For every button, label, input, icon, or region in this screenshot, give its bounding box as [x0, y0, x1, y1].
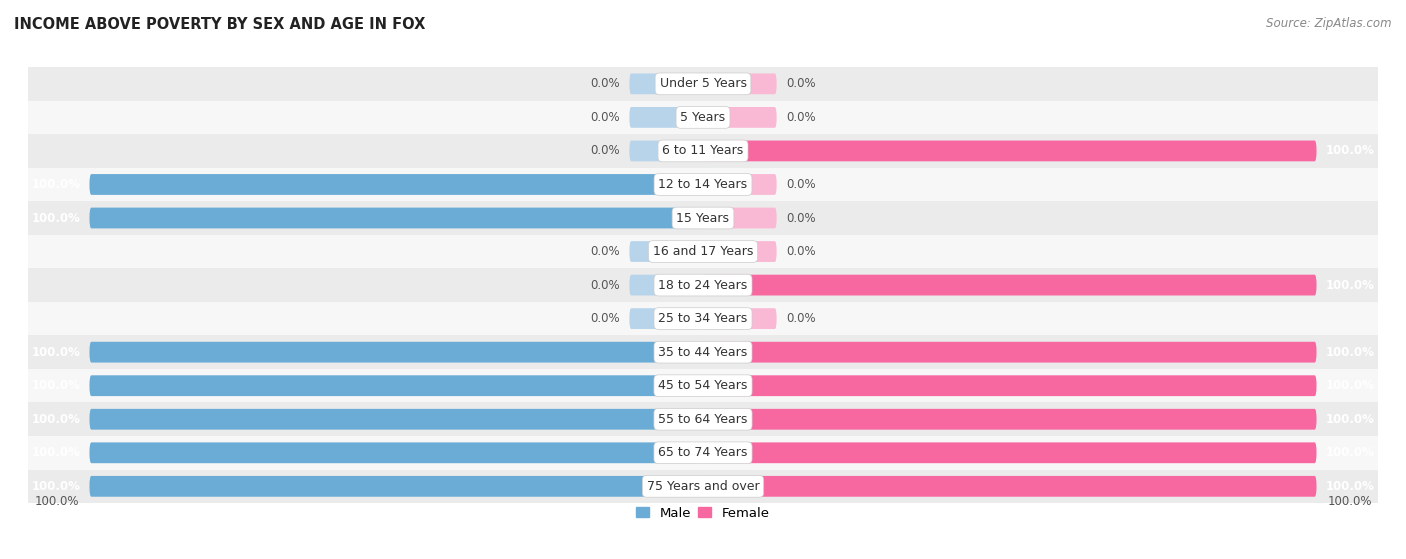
FancyBboxPatch shape	[703, 476, 1316, 497]
FancyBboxPatch shape	[90, 409, 703, 430]
FancyBboxPatch shape	[630, 73, 703, 94]
Text: 0.0%: 0.0%	[591, 312, 620, 325]
Bar	[28, 369, 1378, 402]
FancyBboxPatch shape	[703, 174, 776, 195]
FancyBboxPatch shape	[703, 375, 1316, 396]
Text: 0.0%: 0.0%	[591, 77, 620, 91]
Text: 100.0%: 100.0%	[31, 413, 80, 426]
Legend: Male, Female: Male, Female	[631, 501, 775, 525]
Bar	[28, 101, 1378, 134]
Text: 100.0%: 100.0%	[31, 446, 80, 459]
FancyBboxPatch shape	[90, 442, 703, 463]
Text: 100.0%: 100.0%	[1326, 413, 1375, 426]
Text: 25 to 34 Years: 25 to 34 Years	[658, 312, 748, 325]
FancyBboxPatch shape	[90, 207, 703, 229]
Text: 100.0%: 100.0%	[1326, 446, 1375, 459]
FancyBboxPatch shape	[703, 241, 776, 262]
FancyBboxPatch shape	[703, 207, 776, 229]
FancyBboxPatch shape	[703, 107, 776, 128]
FancyBboxPatch shape	[90, 476, 703, 497]
FancyBboxPatch shape	[703, 140, 1316, 162]
Text: 6 to 11 Years: 6 to 11 Years	[662, 144, 744, 158]
FancyBboxPatch shape	[630, 140, 703, 162]
Text: 0.0%: 0.0%	[786, 178, 815, 191]
Text: 100.0%: 100.0%	[31, 178, 80, 191]
Text: Under 5 Years: Under 5 Years	[659, 77, 747, 91]
Bar	[28, 268, 1378, 302]
Text: 0.0%: 0.0%	[591, 245, 620, 258]
Text: 100.0%: 100.0%	[1326, 278, 1375, 292]
FancyBboxPatch shape	[703, 409, 1316, 430]
Text: 0.0%: 0.0%	[591, 278, 620, 292]
FancyBboxPatch shape	[630, 308, 703, 329]
Bar	[28, 402, 1378, 436]
Text: 0.0%: 0.0%	[591, 111, 620, 124]
Text: 0.0%: 0.0%	[786, 312, 815, 325]
Bar	[28, 302, 1378, 335]
Text: 16 and 17 Years: 16 and 17 Years	[652, 245, 754, 258]
Text: 45 to 54 Years: 45 to 54 Years	[658, 379, 748, 392]
Bar	[28, 470, 1378, 503]
Text: 0.0%: 0.0%	[591, 144, 620, 158]
FancyBboxPatch shape	[90, 375, 703, 396]
Text: 35 to 44 Years: 35 to 44 Years	[658, 345, 748, 359]
Bar	[28, 67, 1378, 101]
Text: Source: ZipAtlas.com: Source: ZipAtlas.com	[1267, 17, 1392, 30]
Bar	[28, 168, 1378, 201]
Text: 100.0%: 100.0%	[1326, 345, 1375, 359]
Text: 100.0%: 100.0%	[31, 345, 80, 359]
Text: 65 to 74 Years: 65 to 74 Years	[658, 446, 748, 459]
Text: 100.0%: 100.0%	[31, 211, 80, 225]
Text: 0.0%: 0.0%	[786, 111, 815, 124]
Text: 0.0%: 0.0%	[786, 77, 815, 91]
FancyBboxPatch shape	[90, 342, 703, 363]
Text: 100.0%: 100.0%	[31, 379, 80, 392]
Text: 0.0%: 0.0%	[786, 245, 815, 258]
Text: 100.0%: 100.0%	[34, 495, 79, 508]
FancyBboxPatch shape	[703, 442, 1316, 463]
Text: 100.0%: 100.0%	[1326, 144, 1375, 158]
Bar	[28, 201, 1378, 235]
FancyBboxPatch shape	[703, 274, 1316, 296]
FancyBboxPatch shape	[703, 73, 776, 94]
FancyBboxPatch shape	[703, 308, 776, 329]
Text: 5 Years: 5 Years	[681, 111, 725, 124]
Text: 12 to 14 Years: 12 to 14 Years	[658, 178, 748, 191]
Text: 75 Years and over: 75 Years and over	[647, 480, 759, 493]
Text: 55 to 64 Years: 55 to 64 Years	[658, 413, 748, 426]
FancyBboxPatch shape	[630, 107, 703, 128]
FancyBboxPatch shape	[703, 342, 1316, 363]
Bar	[28, 436, 1378, 470]
FancyBboxPatch shape	[630, 241, 703, 262]
Text: 15 Years: 15 Years	[676, 211, 730, 225]
FancyBboxPatch shape	[630, 274, 703, 296]
Text: INCOME ABOVE POVERTY BY SEX AND AGE IN FOX: INCOME ABOVE POVERTY BY SEX AND AGE IN F…	[14, 17, 426, 32]
Text: 100.0%: 100.0%	[1327, 495, 1372, 508]
Text: 100.0%: 100.0%	[1326, 379, 1375, 392]
Bar	[28, 134, 1378, 168]
Bar	[28, 235, 1378, 268]
Text: 100.0%: 100.0%	[31, 480, 80, 493]
FancyBboxPatch shape	[90, 174, 703, 195]
Text: 100.0%: 100.0%	[1326, 480, 1375, 493]
Bar	[28, 335, 1378, 369]
Text: 18 to 24 Years: 18 to 24 Years	[658, 278, 748, 292]
Text: 0.0%: 0.0%	[786, 211, 815, 225]
